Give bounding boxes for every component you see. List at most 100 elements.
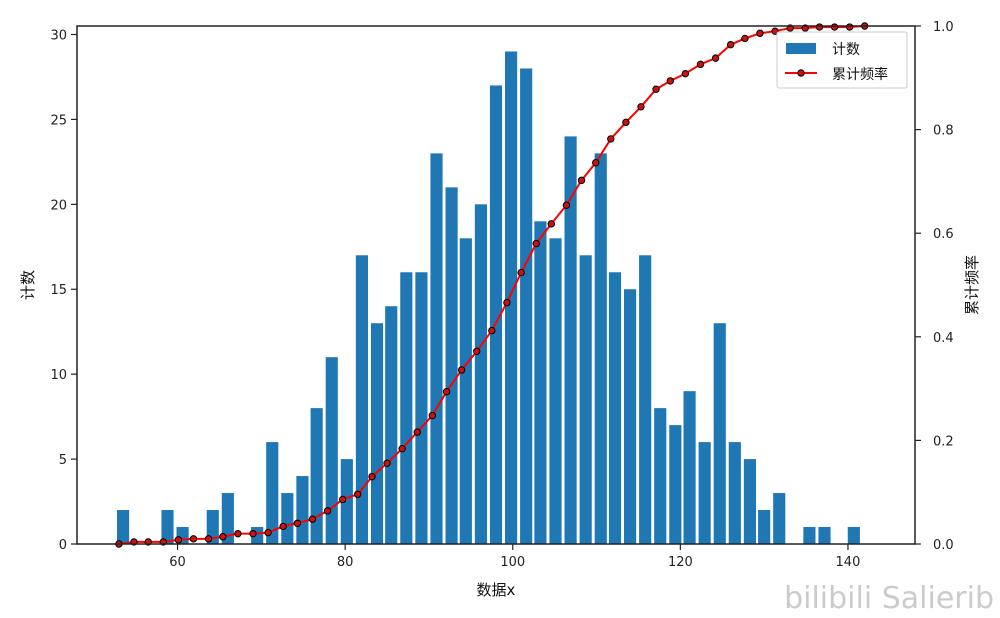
y-right-tick-label: 0.8 [933, 124, 954, 139]
x-tick-label: 100 [500, 555, 525, 570]
y-tick-label: 5 [59, 453, 67, 468]
bar [549, 238, 562, 545]
bar [669, 425, 682, 544]
bar [355, 255, 368, 544]
bar [803, 527, 816, 544]
bar [698, 442, 711, 544]
line-point [666, 77, 674, 85]
bar [445, 187, 458, 544]
line-point [771, 27, 779, 35]
line-point [607, 135, 615, 143]
legend-label-count: 计数 [832, 42, 860, 58]
y-right-tick-label: 0.2 [933, 434, 954, 449]
bar [818, 527, 831, 544]
line-point [711, 54, 720, 62]
y-tick-label: 0 [59, 538, 67, 553]
line-point [189, 535, 198, 543]
plot-frame [76, 25, 916, 545]
legend-label-cumulative: 累计频率 [832, 66, 888, 83]
line-point [204, 535, 213, 543]
line-point [354, 490, 362, 498]
x-axis: 60 80 100 120 140 [169, 544, 860, 570]
bar [340, 459, 353, 544]
line-point [338, 495, 347, 504]
line-point [383, 459, 391, 467]
legend: 计数 累计频率 [776, 31, 908, 89]
line-point [219, 533, 227, 541]
line-point [488, 326, 496, 335]
line-point [845, 23, 854, 31]
line-point [637, 103, 645, 111]
bar [847, 527, 860, 544]
bar-series-count [117, 51, 860, 545]
y-right-tick-label: 0.4 [933, 331, 954, 346]
line-point [547, 220, 556, 228]
y-tick-label: 30 [50, 28, 67, 43]
legend-swatch-count [786, 43, 816, 54]
y-tick-label: 10 [50, 368, 67, 383]
line-point [532, 239, 540, 248]
bar [370, 323, 384, 544]
line-point [577, 176, 586, 185]
y-right-tick-label: 0.6 [933, 227, 954, 242]
bar [639, 255, 652, 544]
line-point [174, 536, 183, 544]
y-axis-right: 0.0 0.2 0.4 0.6 0.8 1.0 [915, 20, 954, 553]
line-point [696, 60, 705, 69]
x-tick-label: 140 [836, 555, 861, 570]
bar [281, 493, 294, 544]
bar [520, 68, 533, 545]
y-right-tick-label: 0.0 [933, 538, 954, 553]
bar [296, 476, 309, 544]
bar [579, 255, 592, 544]
bar [564, 136, 577, 544]
bar [474, 204, 487, 544]
bar [654, 408, 667, 544]
y-axis-title: 计数 [19, 270, 37, 300]
y-tick-label: 25 [50, 113, 67, 128]
y-right-tick-label: 1.0 [933, 20, 954, 35]
line-point [756, 29, 764, 37]
bar [743, 459, 756, 544]
bar [310, 408, 323, 544]
bar [773, 493, 786, 544]
bar [713, 323, 726, 544]
bar [400, 272, 413, 544]
bar [415, 272, 428, 544]
line-series-cumulative-frequency [115, 22, 869, 548]
x-axis-title: 数据x [477, 581, 516, 599]
bar [489, 85, 503, 544]
line-point [279, 522, 287, 531]
bar [459, 238, 472, 545]
line-point [368, 472, 376, 481]
bar [594, 153, 607, 544]
bar [505, 51, 518, 544]
x-tick-label: 80 [337, 555, 354, 570]
bar [385, 306, 398, 544]
line-point [323, 507, 332, 515]
line-point [741, 34, 749, 43]
bar [608, 272, 622, 544]
bar [117, 510, 130, 544]
bar [430, 153, 443, 544]
line-point [308, 515, 317, 523]
line-point [517, 268, 525, 277]
bar [534, 221, 547, 544]
bar [683, 391, 696, 544]
bar [728, 442, 741, 544]
y-axis-right-title: 累计频率 [963, 255, 981, 315]
line-point [457, 366, 466, 374]
line-point [413, 428, 421, 436]
line-point [398, 444, 406, 453]
bar [624, 289, 637, 544]
y-axis-left: 0 5 10 15 20 25 30 [50, 28, 77, 553]
line-point [234, 529, 242, 538]
line-point [592, 159, 600, 167]
line-point [815, 23, 824, 31]
bar [325, 357, 338, 544]
line-point [830, 23, 839, 31]
line-point [622, 118, 630, 127]
line-point [726, 40, 735, 49]
x-tick-label: 60 [169, 555, 186, 570]
